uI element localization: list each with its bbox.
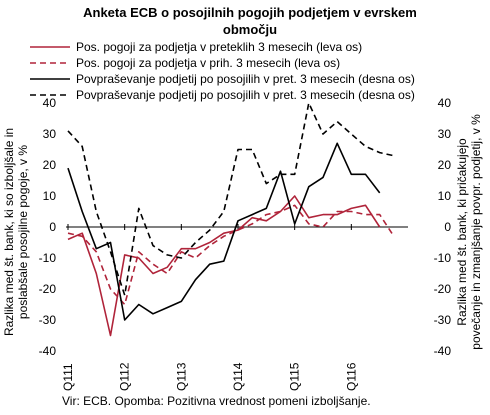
series-line-3: [67, 142, 381, 321]
y-left-tick-label: -20: [39, 282, 57, 296]
y-right-tick-labels: -40 -30 -20 -10 0 10 20 30 40: [434, 96, 452, 358]
y-left-label-line-1: Razlika med št. bank, ki so izboljšale i…: [2, 128, 16, 336]
legend-label-1: Pos. pogoji za podjetja v preteklih 3 me…: [76, 40, 362, 54]
series-lines: [67, 102, 395, 337]
series-line-2: [67, 204, 395, 306]
y-left-tick-labels: -40 -30 -20 -10 0 10 20 30 40: [39, 96, 57, 358]
y-right-tick-label: -20: [434, 282, 452, 296]
x-tick-label: Q111: [61, 363, 75, 391]
y-left-tick-label: 30: [43, 127, 57, 141]
legend: Pos. pogoji za podjetja v preteklih 3 me…: [30, 40, 415, 102]
x-tick-label: Q116: [344, 362, 358, 391]
y-left-tick-label: -10: [39, 251, 57, 265]
x-tick-label: Q112: [118, 362, 132, 391]
y-right-tick-label: -40: [434, 344, 452, 358]
y-left-label-line-2: poslabšale posojilne pogoje, v %: [16, 145, 30, 319]
y-right-tick-label: -10: [434, 251, 452, 265]
x-tick-label: Q115: [288, 362, 302, 391]
y-right-tick-label: -30: [434, 313, 452, 327]
legend-label-4: Povpraševanje podjetij po posojilih v pr…: [76, 88, 415, 102]
series-line-4: [67, 102, 394, 296]
chart-title-line-1: Anketa ECB o posojilnih pogojih podjetje…: [83, 5, 417, 20]
plot-area: Q111 Q112 Q113 Q114 Q115 Q116 -40 -30 -20 -10 0 10…: [39, 96, 452, 391]
y-left-tick-label: 40: [43, 96, 57, 110]
y-left-tick-label: -40: [39, 344, 57, 358]
y-right-label-line-1: Razlika med št. bank, ki pričakujejo: [455, 138, 469, 326]
y-right-tick-label: 40: [438, 96, 452, 110]
y-right-tick-label: 20: [438, 158, 452, 172]
x-tick-label: Q113: [174, 362, 188, 391]
legend-label-2: Pos. pogoji za podjetja v prih. 3 meseci…: [76, 56, 340, 70]
legend-label-3: Povpraševanje podjetij po posojilih v pr…: [76, 72, 415, 86]
y-left-tick-label: 0: [49, 220, 56, 234]
y-right-tick-label: 10: [438, 189, 452, 203]
source-note: Vir: ECB. Opomba: Pozitivna vrednost pom…: [62, 394, 371, 408]
y-right-tick-label: 30: [438, 127, 452, 141]
y-left-tick-label: 10: [43, 189, 57, 203]
x-tick-label: Q114: [231, 362, 245, 391]
x-axis-ticks: Q111 Q112 Q113 Q114 Q115 Q116: [61, 224, 358, 391]
y-left-tick-label: 20: [43, 158, 57, 172]
y-right-label-line-2: povečanje in zmanjšanje povpr. podjetij,…: [469, 114, 483, 350]
chart-title-line-2: območju: [223, 22, 277, 37]
y-right-tick-label: 0: [444, 220, 451, 234]
y-left-tick-label: -30: [39, 313, 57, 327]
